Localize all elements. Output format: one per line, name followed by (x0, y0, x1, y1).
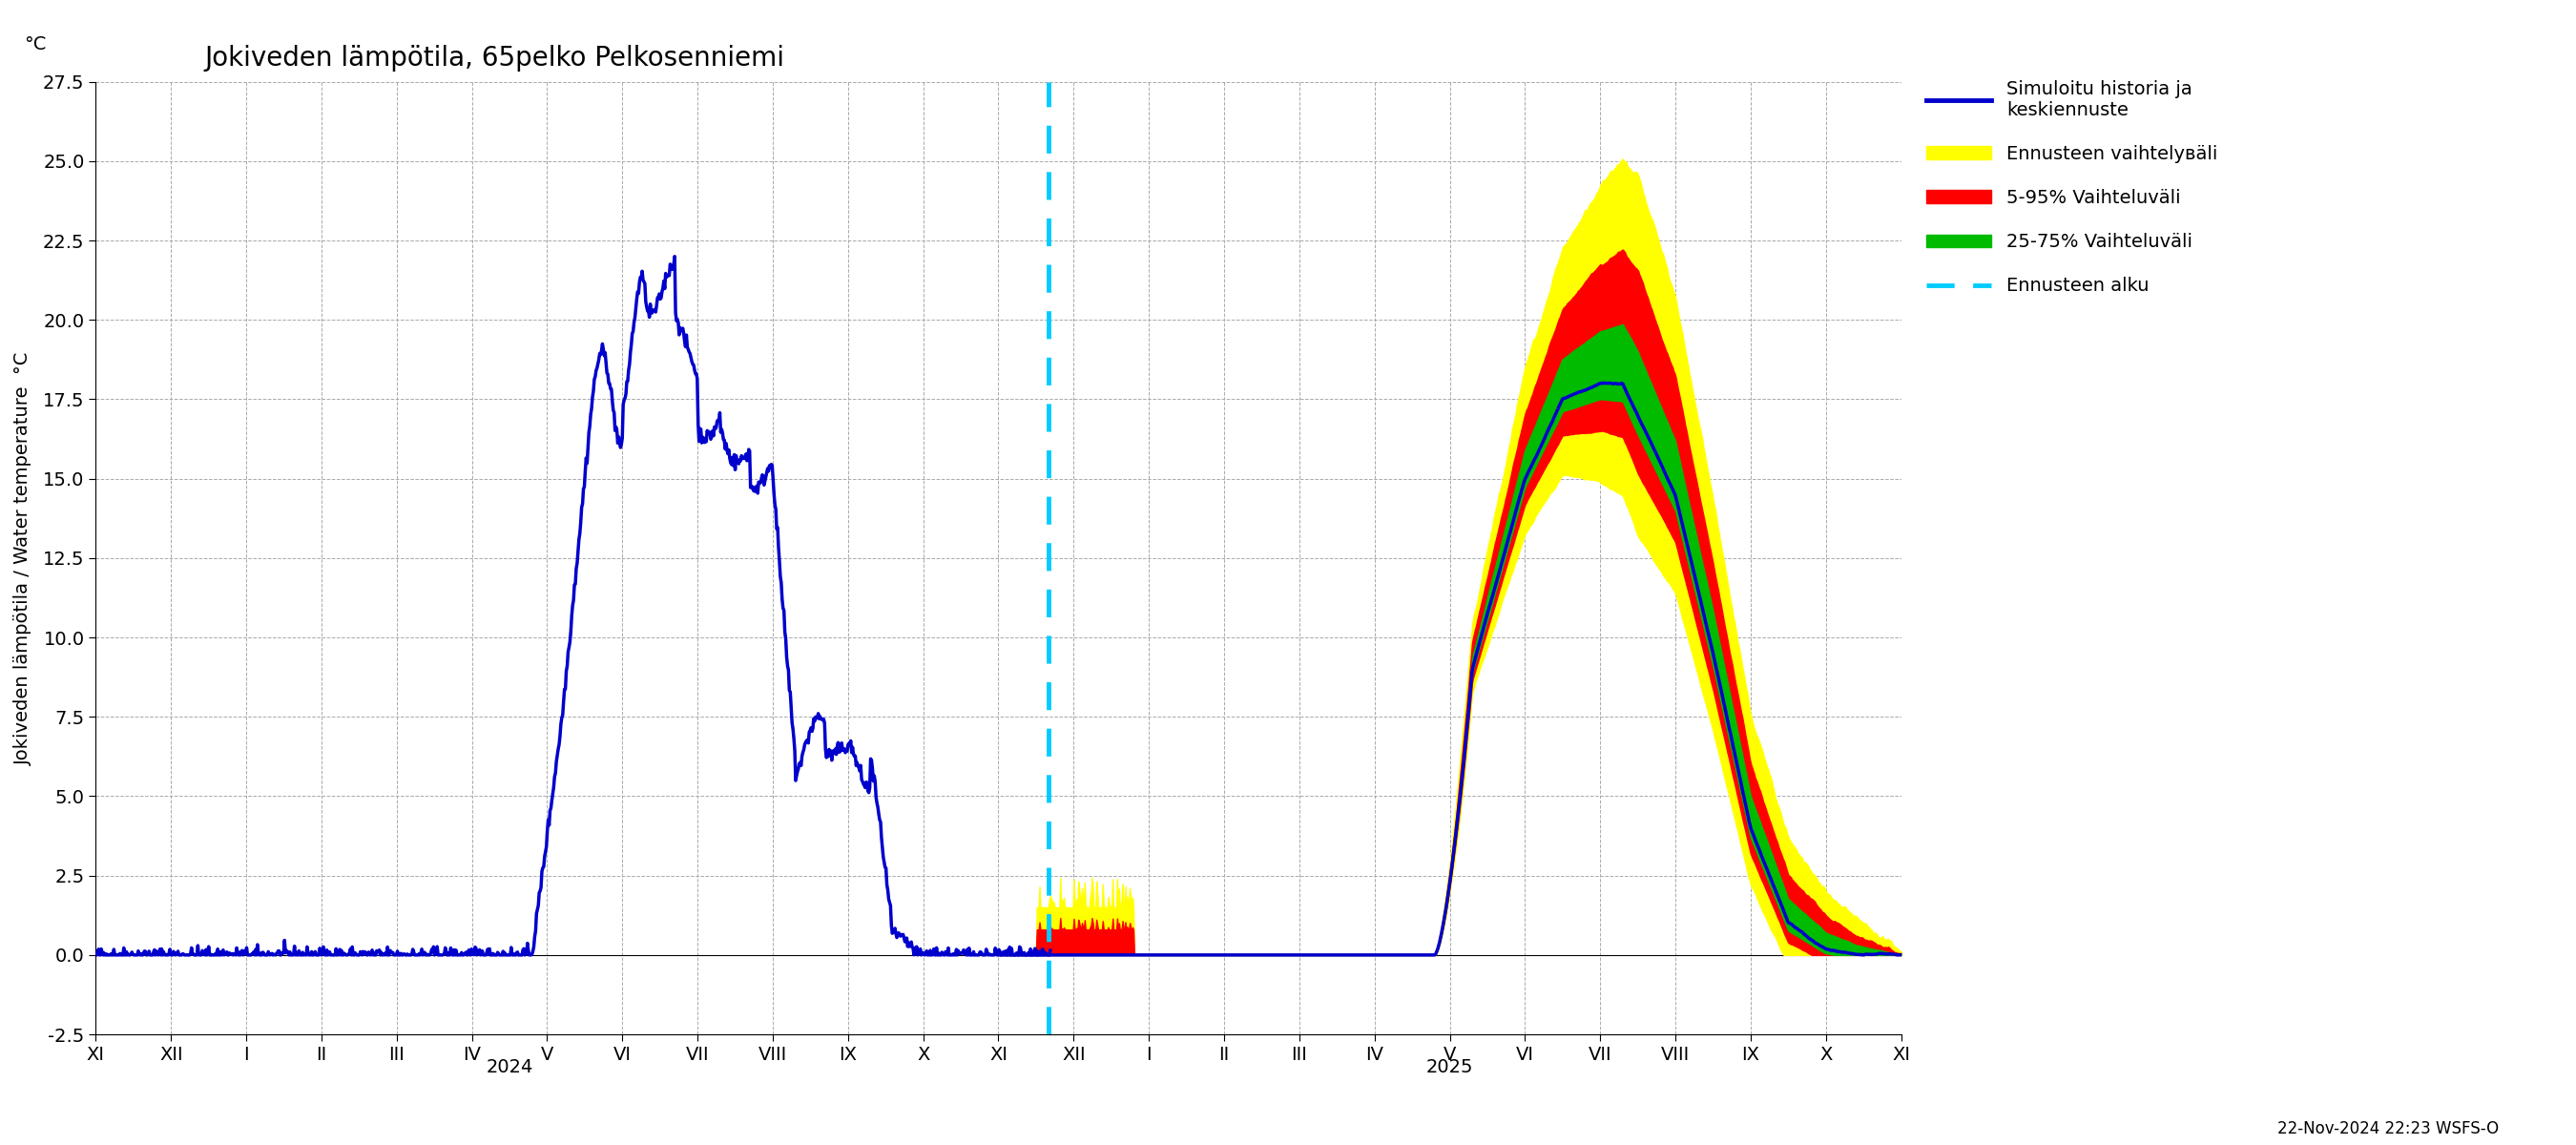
Text: °C: °C (23, 35, 46, 53)
Legend: Simuloitu historia ja
keskiennuste, Ennusteen vaihtelувäli, 5-95% Vaihteluväli, : Simuloitu historia ja keskiennuste, Ennu… (1919, 72, 2226, 302)
Text: 22-Nov-2024 22:23 WSFS-O: 22-Nov-2024 22:23 WSFS-O (2277, 1120, 2499, 1137)
Y-axis label: Jokiveden lämpötila / Water temperature  °C: Jokiveden lämpötila / Water temperature … (15, 352, 33, 765)
Text: Jokiveden lämpötila, 65pelko Pelkosenniemi: Jokiveden lämpötila, 65pelko Pelkosennie… (204, 45, 783, 72)
Text: 2025: 2025 (1427, 1058, 1473, 1076)
Text: 2024: 2024 (487, 1058, 533, 1076)
